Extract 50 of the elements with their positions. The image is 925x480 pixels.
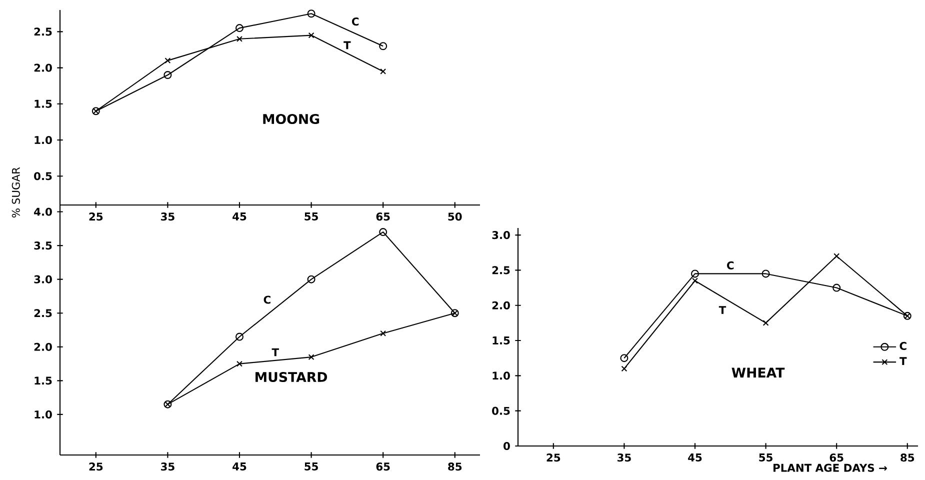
x-tick-label: 25 (89, 462, 103, 471)
x-tick-label: 55 (759, 454, 772, 462)
y-tick-label: 0.5 (492, 406, 510, 415)
y-tick-label: 3.0 (34, 275, 52, 284)
text: T (718, 306, 726, 314)
x-tick-label: 65 (376, 212, 390, 221)
y-tick-label: 0.5 (34, 172, 52, 180)
y-tick-label: 1.5 (34, 376, 52, 385)
text: C (727, 261, 734, 270)
x-tick-label: 45 (232, 212, 246, 220)
y-tick-label: 2.5 (492, 266, 510, 274)
y-tick-label: 1.0 (492, 372, 510, 380)
x-tick-label: 85 (448, 462, 462, 471)
x-tick-label: 35 (160, 462, 174, 471)
y-tick-label: 1.5 (34, 100, 52, 108)
text: MUSTARD (256, 372, 328, 382)
y-tick-label: 2.0 (492, 301, 510, 310)
series-label: T (272, 348, 279, 356)
x-tick-label: 65 (830, 454, 844, 462)
text: MOONG (263, 114, 320, 124)
x-tick-label: 50 (448, 212, 462, 221)
x-tick-label: 55 (304, 462, 318, 470)
series-label: C (264, 296, 270, 304)
x-tick-label: 35 (617, 454, 631, 462)
x-tick-label: 55 (304, 212, 318, 220)
legend-label: T (900, 357, 907, 365)
y-tick-label: 2.0 (34, 64, 52, 72)
x-tick-label: 25 (89, 212, 103, 221)
y-tick-label: 2.0 (34, 342, 52, 351)
x-tick-label: 25 (546, 454, 560, 462)
y-tick-label: 2.5 (34, 309, 52, 318)
y-tick-label: 4.0 (34, 208, 52, 216)
x-axis-title: PLANT AGE DAYS → (774, 464, 887, 472)
series-label: T (344, 41, 351, 50)
y-tick-label: 0 (504, 442, 510, 450)
y-tick-label: 1.0 (34, 136, 52, 144)
x-tick-label: 85 (900, 454, 914, 462)
y-tick-label: 1.0 (34, 410, 52, 418)
y-tick-label: 3.5 (34, 242, 52, 250)
x-tick-label: 65 (376, 462, 390, 471)
x-tick-label: 35 (160, 212, 174, 221)
y-tick-label: 1.5 (492, 336, 510, 344)
series-label: C (352, 18, 359, 26)
x-tick-label: 45 (688, 454, 702, 462)
y-tick-label: 2.5 (34, 28, 52, 36)
text: WHEAT (732, 368, 785, 378)
legend-label: C (900, 342, 906, 350)
y-axis-title: % SUGAR (12, 167, 20, 218)
x-tick-label: 45 (232, 462, 246, 470)
y-tick-label: 3.0 (492, 230, 510, 240)
